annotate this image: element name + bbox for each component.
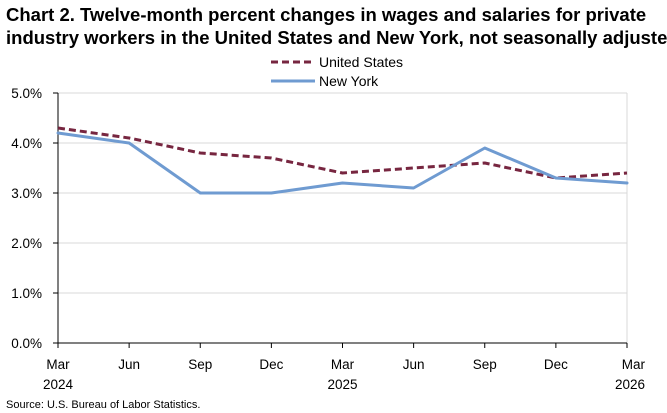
gridlines (58, 92, 628, 343)
y-tick-label: 1.0% (11, 286, 42, 301)
x-tick-label: Jun (118, 357, 140, 372)
chart-title-line-1: Chart 2. Twelve-month percent changes in… (6, 4, 647, 25)
x-tick-label: Dec (259, 357, 283, 372)
legend-label: New York (319, 73, 379, 89)
chart-title-line-2: industry workers in the United States an… (6, 27, 667, 48)
series-lines (56, 126, 629, 195)
axes (53, 92, 628, 348)
y-tick-label: 0.0% (11, 336, 42, 351)
legend-label: United States (319, 54, 403, 70)
y-axis-tick-labels: 0.0% 1.0% 2.0% 3.0% 4.0% 5.0% (11, 86, 42, 351)
x-tick-label: Mar (331, 357, 355, 372)
x-axis-tick-labels: Mar 2024 Jun Sep Dec Mar 2025 Jun Sep Dec Mar 2026 (43, 357, 646, 392)
x-tick-label: Mar (622, 357, 646, 372)
source-note: Source: U.S. Bureau of Labor Statistics. (6, 399, 201, 411)
chart-title: Chart 2. Twelve-month percent changes in… (6, 3, 667, 49)
x-tick-year-label: 2026 (615, 377, 645, 392)
x-tick-label: Mar (46, 357, 70, 372)
legend: United States New York (271, 54, 403, 89)
x-tick-year-label: 2024 (43, 377, 74, 392)
series-line-new-york (56, 131, 629, 195)
x-tick-label: Jun (403, 357, 425, 372)
y-tick-label: 3.0% (11, 186, 42, 201)
x-tick-label: Dec (544, 357, 568, 372)
x-tick-year-label: 2025 (327, 377, 357, 392)
x-tick-label: Sep (473, 357, 497, 372)
y-tick-label: 5.0% (11, 86, 42, 101)
x-tick-label: Sep (188, 357, 212, 372)
y-tick-label: 2.0% (11, 236, 42, 251)
y-tick-label: 4.0% (11, 136, 42, 151)
